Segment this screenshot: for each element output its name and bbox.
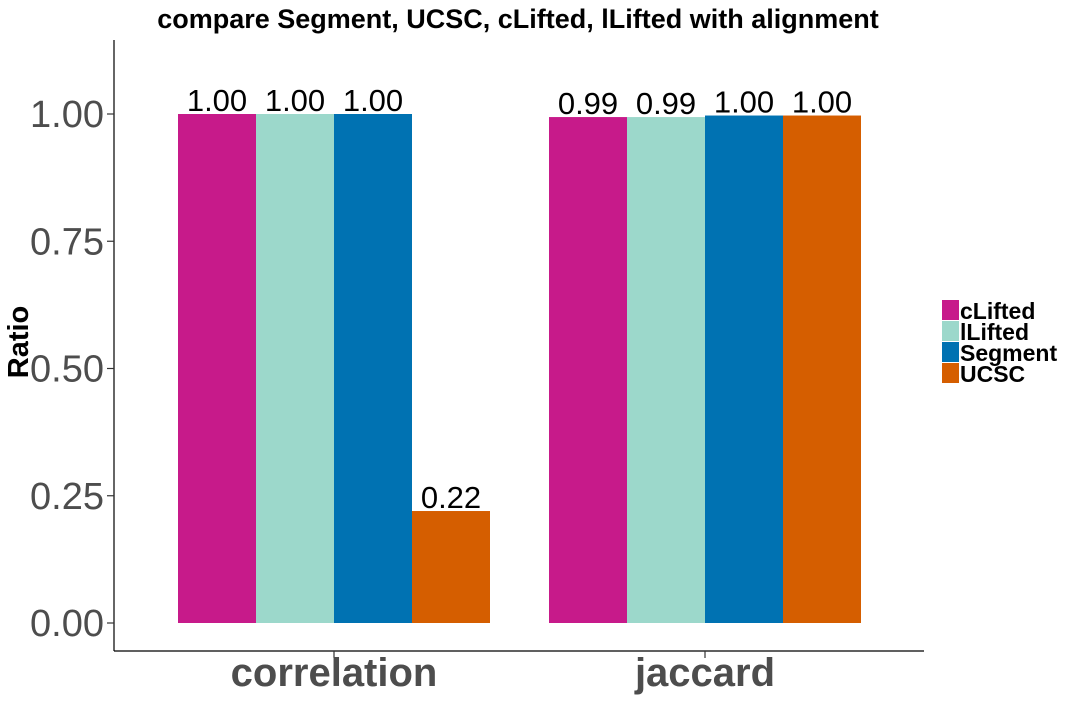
x-tick-label: correlation <box>231 651 438 695</box>
legend-label: Segment <box>960 340 1057 366</box>
bar <box>627 117 705 623</box>
data-label: 1.00 <box>265 83 325 118</box>
bar <box>334 114 412 623</box>
bar <box>705 115 783 623</box>
legend-swatch <box>942 321 959 341</box>
y-tick-label: 0.25 <box>30 476 104 518</box>
bar <box>412 511 490 623</box>
bar <box>549 117 627 623</box>
data-label: 1.00 <box>343 83 403 118</box>
bar <box>256 114 334 623</box>
y-tick-label: 0.50 <box>30 349 104 391</box>
data-label: 1.00 <box>714 85 774 120</box>
legend-label: cLifted <box>960 298 1035 324</box>
y-tick-label: 0.00 <box>30 603 104 645</box>
legend-swatch <box>942 342 959 362</box>
x-tick-label: jaccard <box>634 651 775 695</box>
chart-title: compare Segment, UCSC, cLifted, lLifted … <box>157 4 879 34</box>
y-axis-label: Ratio <box>3 306 35 379</box>
data-label: 0.22 <box>421 480 481 515</box>
bar <box>178 114 256 623</box>
y-tick-label: 0.75 <box>30 221 104 263</box>
data-label: 1.00 <box>792 85 852 120</box>
plot-area: 0.00 0.25 0.50 0.75 1.00 correlation jaccard 1.… <box>30 40 924 695</box>
data-label: 0.99 <box>558 86 618 121</box>
legend-label: UCSC <box>960 361 1025 387</box>
legend-swatch <box>942 300 959 320</box>
legend-swatch <box>942 363 959 383</box>
y-tick-label: 1.00 <box>30 94 104 136</box>
legend-label: lLifted <box>960 319 1029 345</box>
data-label: 1.00 <box>187 83 247 118</box>
data-label: 0.99 <box>636 86 696 121</box>
bar <box>783 115 861 623</box>
